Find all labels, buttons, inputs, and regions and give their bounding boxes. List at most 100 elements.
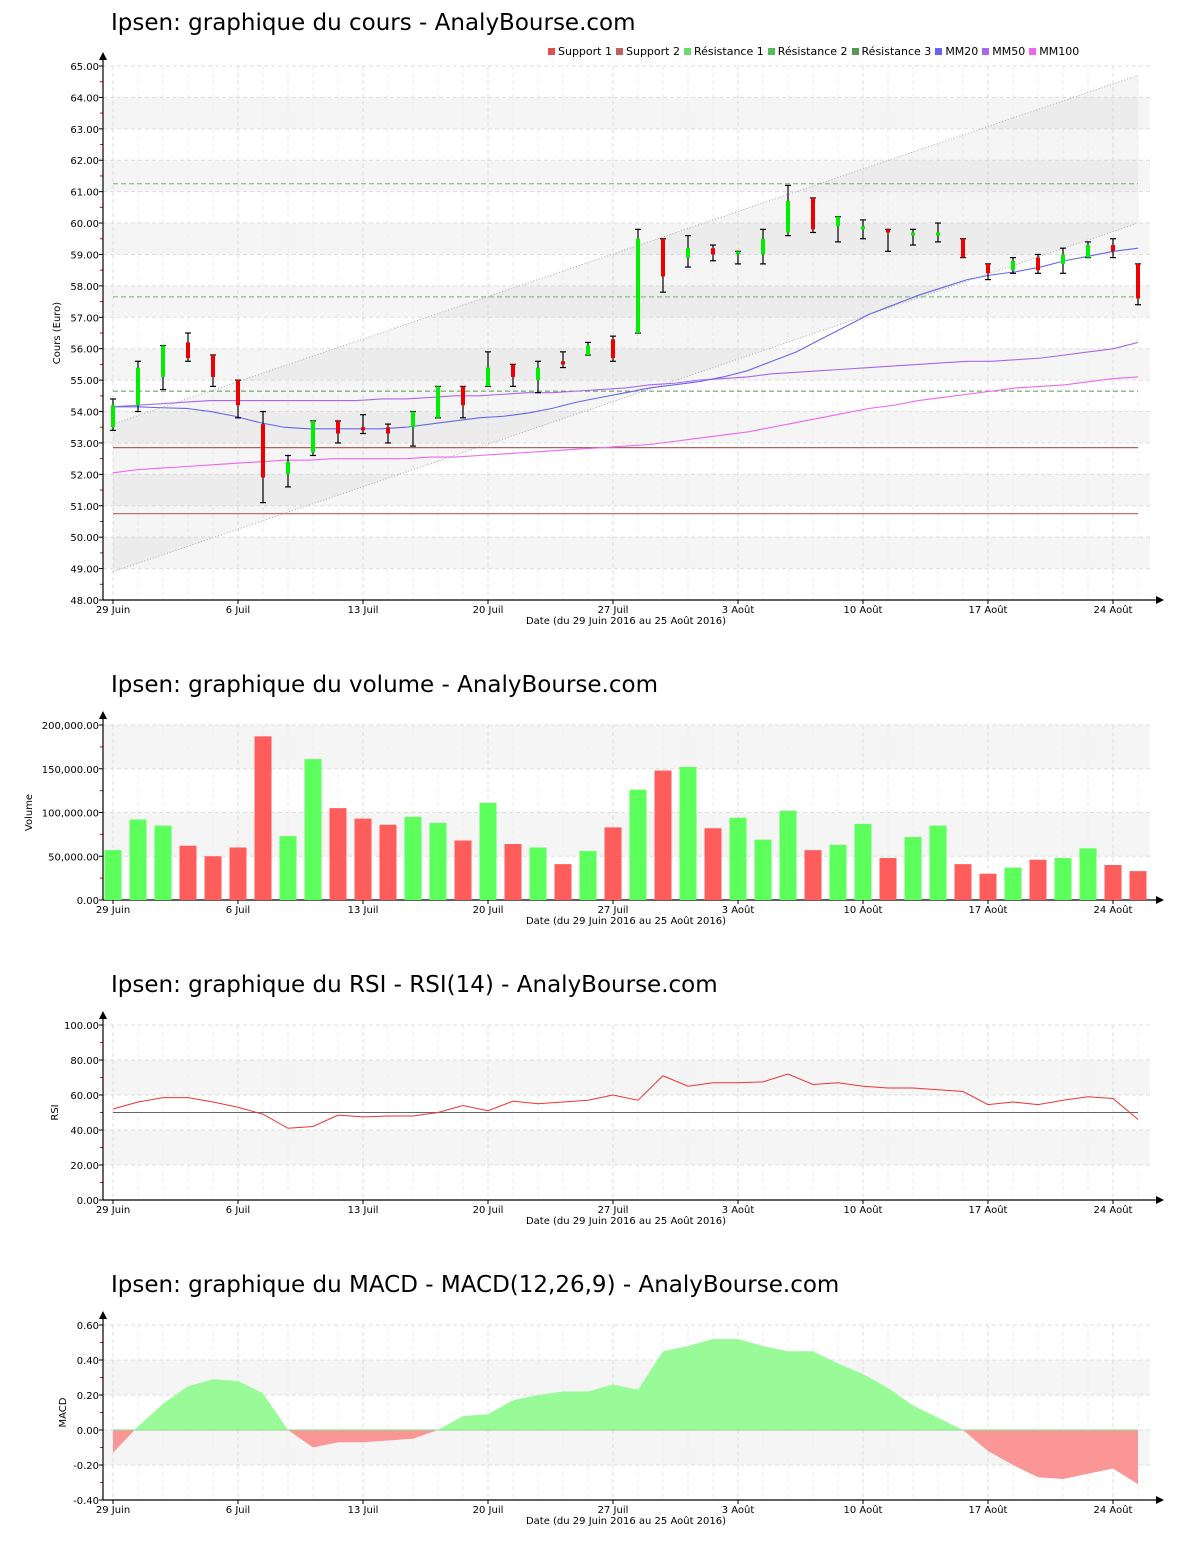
candlestick (310, 420, 316, 457)
volume-bar (829, 844, 847, 900)
volume-bar (504, 844, 522, 900)
svg-text:50.00: 50.00 (70, 533, 99, 544)
candlestick (135, 360, 141, 413)
svg-text:MACD: MACD (58, 1397, 69, 1427)
svg-text:27 Juil: 27 Juil (598, 1205, 629, 1216)
volume-bar (804, 850, 822, 900)
svg-text:-0.40: -0.40 (73, 1496, 99, 1507)
candlestick (885, 228, 891, 252)
legend-swatch-icon (615, 48, 623, 55)
svg-text:17 Août: 17 Août (969, 1204, 1008, 1216)
volume-bar (1079, 848, 1097, 900)
legend-label: Résistance 2 (777, 45, 848, 58)
volume-chart-title: Ipsen: graphique du volume - AnalyBourse… (111, 672, 658, 698)
volume-bar (979, 873, 997, 900)
legend-item: Support 1 (548, 45, 612, 58)
candlestick (185, 332, 191, 362)
svg-text:40.00: 40.00 (70, 1126, 99, 1137)
svg-text:Cours (Euro): Cours (Euro) (52, 302, 63, 365)
candlestick (610, 335, 616, 362)
volume-bar (629, 789, 647, 900)
svg-text:51.00: 51.00 (70, 502, 99, 513)
candlestick (435, 385, 441, 419)
svg-text:6 Juil: 6 Juil (226, 605, 250, 616)
svg-text:57.00: 57.00 (70, 313, 99, 324)
svg-text:24 Août: 24 Août (1094, 604, 1133, 616)
svg-text:3 Août: 3 Août (722, 904, 755, 916)
svg-text:6 Juil: 6 Juil (226, 1505, 250, 1516)
rsi-line (112, 1073, 1139, 1129)
svg-text:13 Juil: 13 Juil (348, 905, 379, 916)
candlestick (560, 351, 566, 369)
volume-bar (379, 824, 397, 900)
svg-text:0.00: 0.00 (77, 1196, 99, 1207)
volume-bar (879, 858, 897, 900)
macd-negative-area (288, 1430, 438, 1448)
macd-positive-area (438, 1339, 963, 1430)
volume-bar (254, 736, 272, 900)
candlestick (935, 222, 941, 243)
volume-bar (679, 767, 697, 900)
candlestick (110, 398, 116, 431)
svg-text:63.00: 63.00 (70, 125, 99, 136)
svg-text:150,000.00: 150,000.00 (42, 765, 99, 776)
candlestick (785, 184, 791, 237)
svg-text:0.20: 0.20 (77, 1391, 99, 1402)
volume-bar (229, 847, 247, 900)
candlestick (585, 341, 591, 356)
svg-text:60.00: 60.00 (70, 1091, 99, 1102)
legend-swatch-icon (1029, 48, 1037, 55)
volume-bar (1004, 867, 1022, 900)
legend-swatch-icon (683, 48, 691, 55)
svg-text:6 Juil: 6 Juil (226, 1205, 250, 1216)
svg-text:24 Août: 24 Août (1094, 904, 1133, 916)
svg-text:55.00: 55.00 (70, 376, 99, 387)
svg-text:27 Juil: 27 Juil (598, 1505, 629, 1516)
legend-item: MM50 (982, 45, 1025, 58)
volume-bar (1129, 871, 1147, 900)
legend-item: Résistance 1 (683, 45, 764, 58)
svg-text:17 Août: 17 Août (969, 904, 1008, 916)
svg-text:3 Août: 3 Août (722, 1204, 755, 1216)
volume-bar (579, 851, 597, 900)
volume-bar (429, 823, 447, 900)
svg-text:10 Août: 10 Août (844, 1204, 883, 1216)
volume-bar (704, 828, 722, 900)
volume-bar (479, 802, 497, 900)
svg-text:Date (du 29 Juin 2016 au 25 Ao: Date (du 29 Juin 2016 au 25 Août 2016) (526, 1215, 726, 1227)
svg-text:24 Août: 24 Août (1094, 1204, 1133, 1216)
volume-chart: 0.00 50,000.00 100,000.00 150,000.00 200,000… (24, 711, 1164, 927)
volume-bar (404, 816, 422, 900)
svg-text:27 Juil: 27 Juil (598, 905, 629, 916)
price-legend: Support 1 Support 2 Résistance 1 Résistance… (548, 45, 1079, 58)
svg-text:56.00: 56.00 (70, 345, 99, 356)
svg-text:0.60: 0.60 (77, 1321, 99, 1332)
candlestick (685, 235, 691, 268)
svg-text:64.00: 64.00 (70, 93, 99, 104)
rsi-chart: 0.00 20.00 40.00 60.00 80.00 100.00 29 Juin 6 J… (50, 1011, 1164, 1227)
candlestick (1135, 263, 1141, 306)
macd-negative-area (113, 1430, 135, 1453)
candlestick (735, 250, 741, 265)
volume-bar (929, 825, 947, 900)
macd-negative-area (963, 1430, 1138, 1485)
svg-text:-0.20: -0.20 (73, 1461, 99, 1472)
legend-label: Support 1 (558, 45, 612, 58)
svg-text:29 Juin: 29 Juin (96, 1505, 130, 1516)
candlestick (210, 354, 216, 387)
legend-label: Support 2 (625, 45, 680, 58)
candlestick (985, 263, 991, 281)
svg-text:29 Juin: 29 Juin (96, 605, 130, 616)
volume-bar (454, 840, 472, 900)
macd-positive-area (134, 1379, 288, 1430)
volume-bar (154, 825, 172, 900)
legend-swatch-icon (982, 48, 990, 55)
svg-text:Date (du 29 Juin 2016 au 25 Ao: Date (du 29 Juin 2016 au 25 Août 2016) (526, 615, 726, 627)
svg-text:29 Juin: 29 Juin (96, 1205, 130, 1216)
candlestick (1035, 253, 1041, 274)
volume-bar (529, 847, 547, 900)
candlestick (335, 420, 341, 444)
volume-bar (554, 864, 572, 900)
svg-text:53.00: 53.00 (70, 439, 99, 450)
